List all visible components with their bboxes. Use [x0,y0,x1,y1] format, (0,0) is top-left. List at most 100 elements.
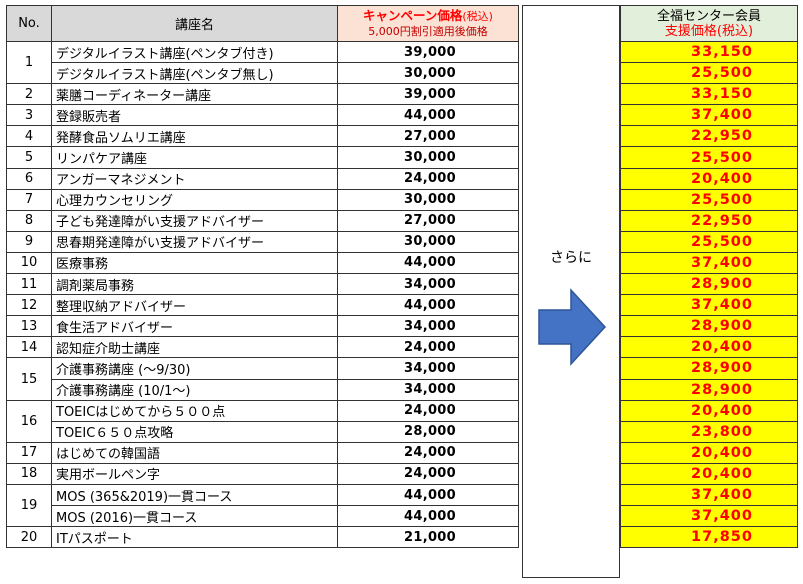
table-row: 5 リンパケア講座 30,000 [6,146,519,169]
table-row: 9 思春期発達障がい支援アドバイザー 30,000 [6,230,519,253]
course-name: 心理カウンセリング [51,188,338,211]
member-price: 20,400 [620,441,798,464]
table-row: 25,500 [620,62,798,85]
campaign-price: 44,000 [337,251,519,275]
table-row: 37,400 [620,104,798,127]
row-no: 14 [6,336,52,359]
row-no: 5 [6,146,52,169]
table-row: 7 心理カウンセリング 30,000 [6,188,519,211]
campaign-price: 34,000 [337,273,519,296]
table-row: 18 実用ボールペン字 24,000 [6,462,519,485]
member-price-title: 全福センター会員 [656,8,761,24]
member-price: 33,150 [620,83,798,106]
course-name: はじめての韓国語 [51,441,338,464]
campaign-tax-label: (税込) [462,10,493,23]
campaign-price: 24,000 [337,441,519,464]
row-no: 3 [6,104,52,127]
member-price: 37,400 [620,483,798,507]
table-row: 25,500 [620,146,798,169]
member-price: 28,900 [620,315,798,338]
table-row: 33,150 [620,83,798,106]
table-row: 16 TOEICはじめてから５００点 24,000 [6,399,519,443]
right-arrow-icon [538,288,607,366]
course-name: TOEIC６５０点攻略 [51,420,338,443]
member-price: 28,900 [620,378,798,401]
row-no: 6 [6,167,52,190]
table-row: 37,400 [620,483,798,507]
row-no: 12 [6,294,52,317]
campaign-price: 39,000 [337,83,519,106]
member-price: 37,400 [620,505,798,528]
campaign-price: 34,000 [337,315,519,338]
row-no: 19 [6,483,52,528]
row-no: 4 [6,125,52,148]
member-price: 25,500 [620,188,798,211]
campaign-price: 24,000 [337,462,519,485]
course-name: 調剤薬局事務 [51,273,338,296]
row-no: 9 [6,230,52,253]
campaign-price: 39,000 [337,40,519,64]
course-name: 介護事務講座 (～9/30) [51,357,338,380]
course-name: 薬膳コーディネーター講座 [51,83,338,106]
course-name: MOS (365&2019)一貫コース [51,483,338,507]
further-label: さらに [550,250,592,266]
table-row: 2 薬膳コーディネーター講座 39,000 [6,83,519,106]
row-no: 13 [6,315,52,338]
table-row: 20,400 [620,167,798,190]
course-name: 食生活アドバイザー [51,315,338,338]
table-row: 1 デジタルイラスト講座(ペンタブ付き) 39,000 [6,40,519,85]
table-row: 23,800 [620,420,798,443]
header-member-price: 全福センター会員 支援価格(税込) [620,5,798,42]
member-price: 37,400 [620,104,798,127]
table-row: 25,500 [620,230,798,253]
course-name: 思春期発達障がい支援アドバイザー [51,230,338,253]
member-price: 17,850 [620,526,798,549]
row-no: 10 [6,251,52,275]
member-price: 20,400 [620,167,798,190]
course-name: TOEICはじめてから５００点 [51,399,338,422]
course-name: デジタルイラスト講座(ペンタブ無し) [51,62,338,85]
table-row: MOS (2016)一貫コース 44,000 [7,505,519,528]
table-row: 37,400 [620,294,798,317]
campaign-price: 34,000 [337,357,519,380]
table-row: 14 認知症介助士講座 24,000 [6,336,519,359]
campaign-discount-note: 5,000円割引適用後価格 [368,25,488,38]
row-no: 20 [6,526,52,549]
campaign-price: 30,000 [337,188,519,211]
course-name: 子ども発達障がい支援アドバイザー [51,209,338,232]
course-name: アンガーマネジメント [51,167,338,190]
campaign-price: 21,000 [337,526,519,549]
table-row: 28,900 [620,273,798,296]
table-row: 25,500 [620,188,798,211]
campaign-price: 28,000 [337,420,519,443]
campaign-price: 44,000 [337,294,519,317]
table-row: 6 アンガーマネジメント 24,000 [6,167,519,190]
table-row: 17,850 [620,526,798,549]
member-price: 20,400 [620,336,798,359]
table-row: 10 医療事務 44,000 [6,251,519,275]
header-course-name: 講座名 [51,5,338,42]
table-row: 33,150 [620,40,798,64]
course-name: 登録販売者 [51,104,338,127]
table-row: 11 調剤薬局事務 34,000 [6,273,519,296]
member-price: 28,900 [620,273,798,296]
member-price: 22,950 [620,209,798,232]
table-row: 22,950 [620,209,798,232]
member-price: 28,900 [620,357,798,380]
table-row: 37,400 [620,505,798,528]
member-price-table: 全福センター会員 支援価格(税込) 33,150 25,500 33,150 3… [620,5,798,549]
campaign-price: 27,000 [337,125,519,148]
course-name: リンパケア講座 [51,146,338,169]
table-row: 15 介護事務講座 (～9/30) 34,000 [6,357,519,401]
member-price: 37,400 [620,294,798,317]
row-no: 15 [6,357,52,401]
table-row: 28,900 [620,378,798,401]
table-row: 介護事務講座 (10/1～) 34,000 [7,378,519,401]
course-name: 整理収納アドバイザー [51,294,338,317]
course-name: 認知症介助士講座 [51,336,338,359]
member-price: 20,400 [620,462,798,485]
table-row: 20,400 [620,399,798,422]
course-price-table: No. 講座名 キャンペーン価格(税込) 5,000円割引適用後価格 1 デジタ… [6,5,519,549]
table-row: 4 発酵食品ソムリエ講座 27,000 [6,125,519,148]
row-no: 1 [6,40,52,85]
